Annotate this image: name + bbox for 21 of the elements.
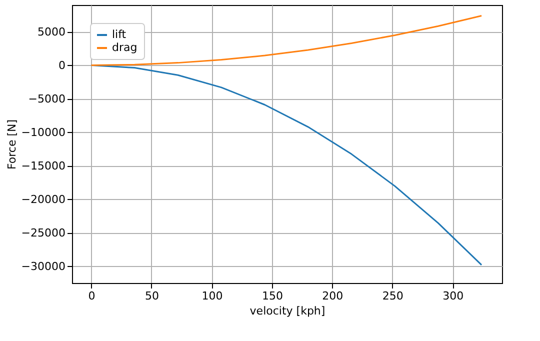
legend-label: drag — [112, 41, 138, 54]
x-tick-label: 50 — [144, 290, 159, 302]
line-series — [90, 64, 482, 266]
y-tick-label: −10000 — [21, 126, 66, 139]
y-tick-label: −5000 — [28, 92, 66, 106]
y-tick-label: −15000 — [21, 159, 66, 172]
y-tick-label: 0 — [58, 58, 66, 72]
x-tick-label: 250 — [382, 290, 404, 302]
y-tick-label: −20000 — [21, 192, 66, 206]
x-axis-title: velocity [kph] — [250, 304, 326, 318]
legend-label: lift — [112, 28, 127, 41]
line-series — [90, 14, 482, 66]
x-tick-label: 150 — [262, 290, 283, 302]
x-tick-label: 300 — [442, 290, 464, 302]
x-tick-label: 0 — [88, 290, 96, 302]
y-tick-label: −25000 — [21, 226, 66, 240]
y-tick-label: −30000 — [21, 260, 66, 273]
x-tick-label: 100 — [202, 290, 223, 302]
y-axis-title: Force [N] — [5, 119, 18, 170]
x-tick-label: 200 — [322, 290, 344, 302]
y-tick-label: 5000 — [38, 25, 66, 38]
